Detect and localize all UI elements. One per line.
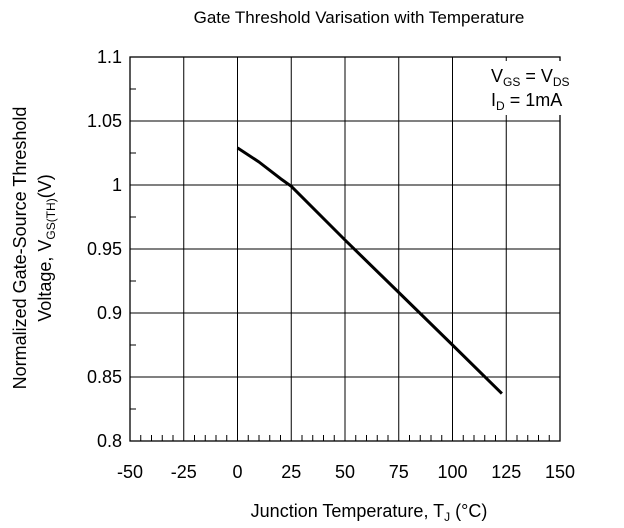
legend-i-main: I	[491, 90, 496, 110]
legend-v-sub-ds: DS	[553, 75, 570, 89]
y-tick-label: 0.95	[87, 239, 122, 259]
x-tick-label: -50	[117, 462, 143, 482]
x-axis-label: Junction Temperature, TJ (°C)	[251, 501, 488, 523]
y-axis-label-sub: GS(TH)	[44, 198, 58, 239]
x-tick-label: 25	[281, 462, 301, 482]
x-axis-label-unit: (°C)	[450, 501, 487, 521]
chart-title: Gate Threshold Varisation with Temperatu…	[194, 8, 525, 27]
legend-v-sub-gs: GS	[503, 75, 520, 89]
minor-ticks	[130, 88, 550, 441]
y-tick-label: 0.9	[97, 303, 122, 323]
y-tick-label: 0.8	[97, 431, 122, 451]
y-tick-label: 1	[112, 175, 122, 195]
y-axis-label-unit: (V)	[35, 174, 55, 198]
x-tick-label: 100	[437, 462, 467, 482]
y-tick-label: 1.1	[97, 47, 122, 67]
series-layer	[236, 146, 503, 395]
legend-line-vgs: VGS = VDS	[491, 66, 570, 89]
y-axis-label-line-2: Voltage, VGS(TH)(V)	[35, 174, 58, 321]
legend-box	[483, 61, 588, 115]
x-tick-label: 75	[389, 462, 409, 482]
y-tick-labels: 0.8 0.85 0.9 0.95 1 1.05 1.1	[87, 47, 122, 451]
x-tick-label: 50	[335, 462, 355, 482]
y-axis-label-main: Voltage, V	[35, 240, 55, 322]
x-axis-label-main: Junction Temperature, T	[251, 501, 444, 521]
x-tick-label: 150	[545, 462, 575, 482]
legend-line-id: ID = 1mA	[491, 90, 562, 113]
x-tick-labels: -50 -25 0 25 50 75 100 125 150	[117, 462, 575, 482]
legend-i-sub-d: D	[496, 99, 505, 113]
x-tick-label: 0	[232, 462, 242, 482]
x-axis-label-sub: J	[444, 510, 450, 523]
y-tick-label: 1.05	[87, 111, 122, 131]
series-line-1	[236, 146, 503, 395]
y-tick-label: 0.85	[87, 367, 122, 387]
legend-v-main: V	[491, 66, 503, 86]
y-axis-label-line-1: Normalized Gate-Source Threshold	[10, 107, 30, 390]
plot-frame	[129, 56, 561, 442]
grid-lines	[130, 57, 560, 441]
x-tick-label: -25	[171, 462, 197, 482]
legend-v-eq: = V	[520, 66, 553, 86]
legend-i-rest: = 1mA	[505, 90, 563, 110]
x-tick-label: 125	[491, 462, 521, 482]
